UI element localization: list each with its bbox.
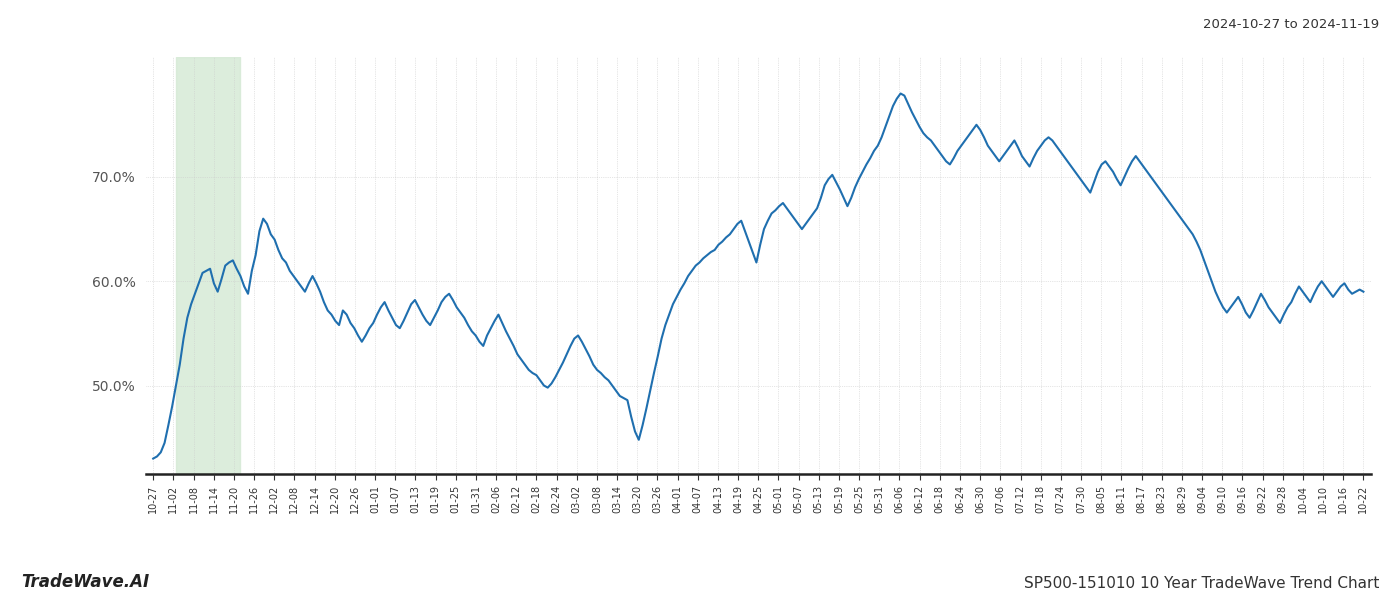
Text: SP500-151010 10 Year TradeWave Trend Chart: SP500-151010 10 Year TradeWave Trend Cha… <box>1023 576 1379 591</box>
Text: TradeWave.AI: TradeWave.AI <box>21 573 150 591</box>
Bar <box>176 57 241 474</box>
Text: 2024-10-27 to 2024-11-19: 2024-10-27 to 2024-11-19 <box>1203 18 1379 31</box>
